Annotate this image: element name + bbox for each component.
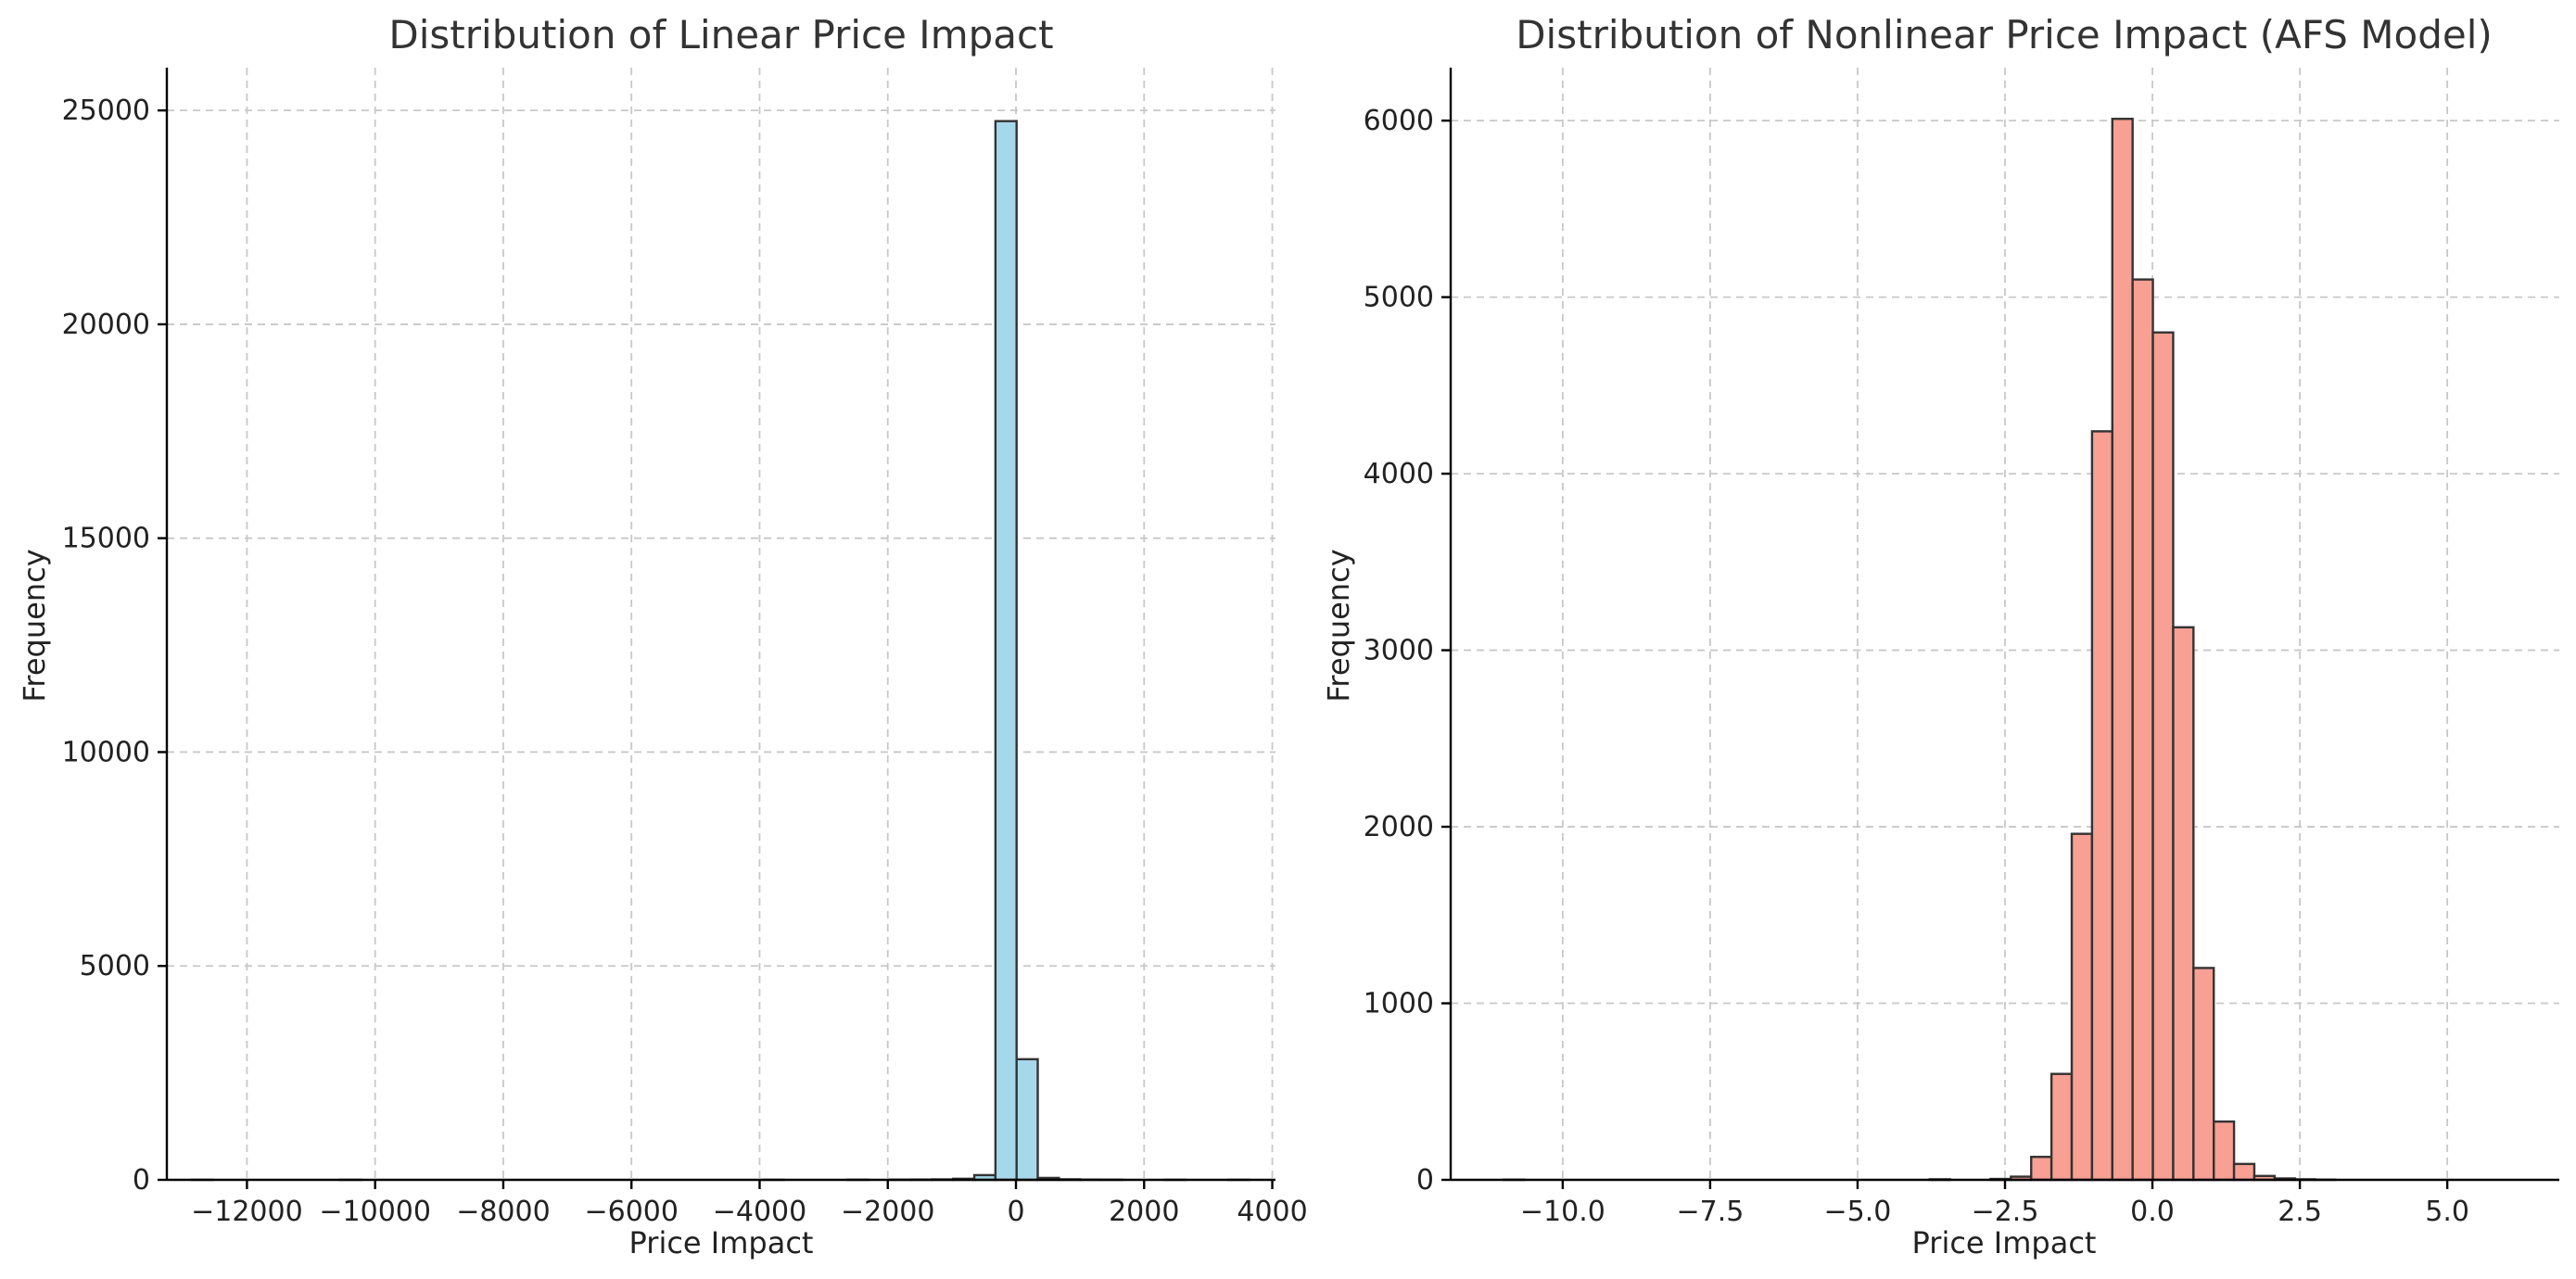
histogram-bar — [2111, 118, 2134, 1182]
histogram-bar — [2030, 1156, 2053, 1182]
x-tick-label: −4000 — [713, 1196, 806, 1228]
y-tick-label: 3000 — [1364, 635, 1434, 667]
x-tick-label: −10000 — [319, 1196, 431, 1228]
x-axis-label: Price Impact — [1912, 1225, 2097, 1260]
x-tick-label: 5.0 — [2425, 1196, 2469, 1228]
histogram-bars — [1503, 118, 2337, 1182]
grid-lines — [167, 68, 1275, 1181]
histogram-bar — [2172, 626, 2195, 1182]
chart-title: Distribution of Linear Price Impact — [388, 12, 1053, 57]
x-tick-label: −5.0 — [1824, 1196, 1892, 1228]
y-tick-label: 4000 — [1364, 458, 1434, 490]
histogram-bar — [2151, 331, 2175, 1182]
histogram-bar — [994, 120, 1018, 1182]
y-tick-label: 15000 — [62, 523, 150, 555]
y-tick-label: 0 — [1416, 1164, 1434, 1197]
x-tick-label: 0 — [1007, 1196, 1024, 1228]
histogram-bars — [190, 120, 1250, 1182]
nonlinear-price-impact-chart: −10.0 −7.5 −5.0 −2.5 0.0 2.5 5.0 0 1000 2000 3000 4… — [1321, 12, 2559, 1260]
linear-price-impact-chart: −12000 −10000 −8000 −6000 −4000 −2000 0 2000 400… — [17, 12, 1308, 1260]
x-tick-label: 2.5 — [2278, 1196, 2322, 1228]
axes: −10.0 −7.5 −5.0 −2.5 0.0 2.5 5.0 0 1000 2000 3000 4… — [1364, 68, 2559, 1228]
chart-title: Distribution of Nonlinear Price Impact (… — [1516, 12, 2493, 57]
y-tick-label: 0 — [133, 1164, 150, 1197]
histogram-bar — [2213, 1120, 2236, 1182]
histogram-bar — [1015, 1057, 1039, 1182]
x-tick-label: −2.5 — [1972, 1196, 2039, 1228]
axes: −12000 −10000 −8000 −6000 −4000 −2000 0 2000 400… — [62, 68, 1308, 1228]
y-tick-label: 10000 — [62, 736, 150, 768]
x-tick-label: −2000 — [841, 1196, 934, 1228]
y-tick-label: 25000 — [62, 95, 150, 127]
histogram-bar — [2070, 832, 2094, 1182]
histogram-bar — [2090, 430, 2113, 1182]
x-tick-label: −10.0 — [1520, 1196, 1605, 1228]
x-axis-label: Price Impact — [629, 1225, 814, 1260]
x-tick-label: 0.0 — [2130, 1196, 2175, 1228]
grid-lines — [1451, 68, 2559, 1181]
histogram-bar — [2232, 1162, 2256, 1182]
x-tick-label: 2000 — [1109, 1196, 1179, 1228]
x-tick-label: −8000 — [456, 1196, 550, 1228]
x-tick-label: −12000 — [191, 1196, 303, 1228]
x-tick-label: 4000 — [1237, 1196, 1307, 1228]
y-axis-label: Frequency — [1321, 549, 1356, 702]
x-tick-label: −7.5 — [1676, 1196, 1744, 1228]
histogram-bar — [2131, 278, 2154, 1182]
histogram-bar — [2192, 967, 2215, 1182]
y-tick-label: 6000 — [1364, 105, 1434, 137]
y-axis-label: Frequency — [17, 549, 52, 702]
x-tick-label: −6000 — [584, 1196, 678, 1228]
y-tick-label: 20000 — [62, 309, 150, 341]
y-tick-label: 5000 — [80, 950, 150, 982]
histogram-bar — [2049, 1072, 2074, 1182]
y-tick-label: 5000 — [1364, 282, 1434, 314]
y-tick-label: 2000 — [1364, 811, 1434, 843]
y-tick-label: 1000 — [1364, 988, 1434, 1020]
